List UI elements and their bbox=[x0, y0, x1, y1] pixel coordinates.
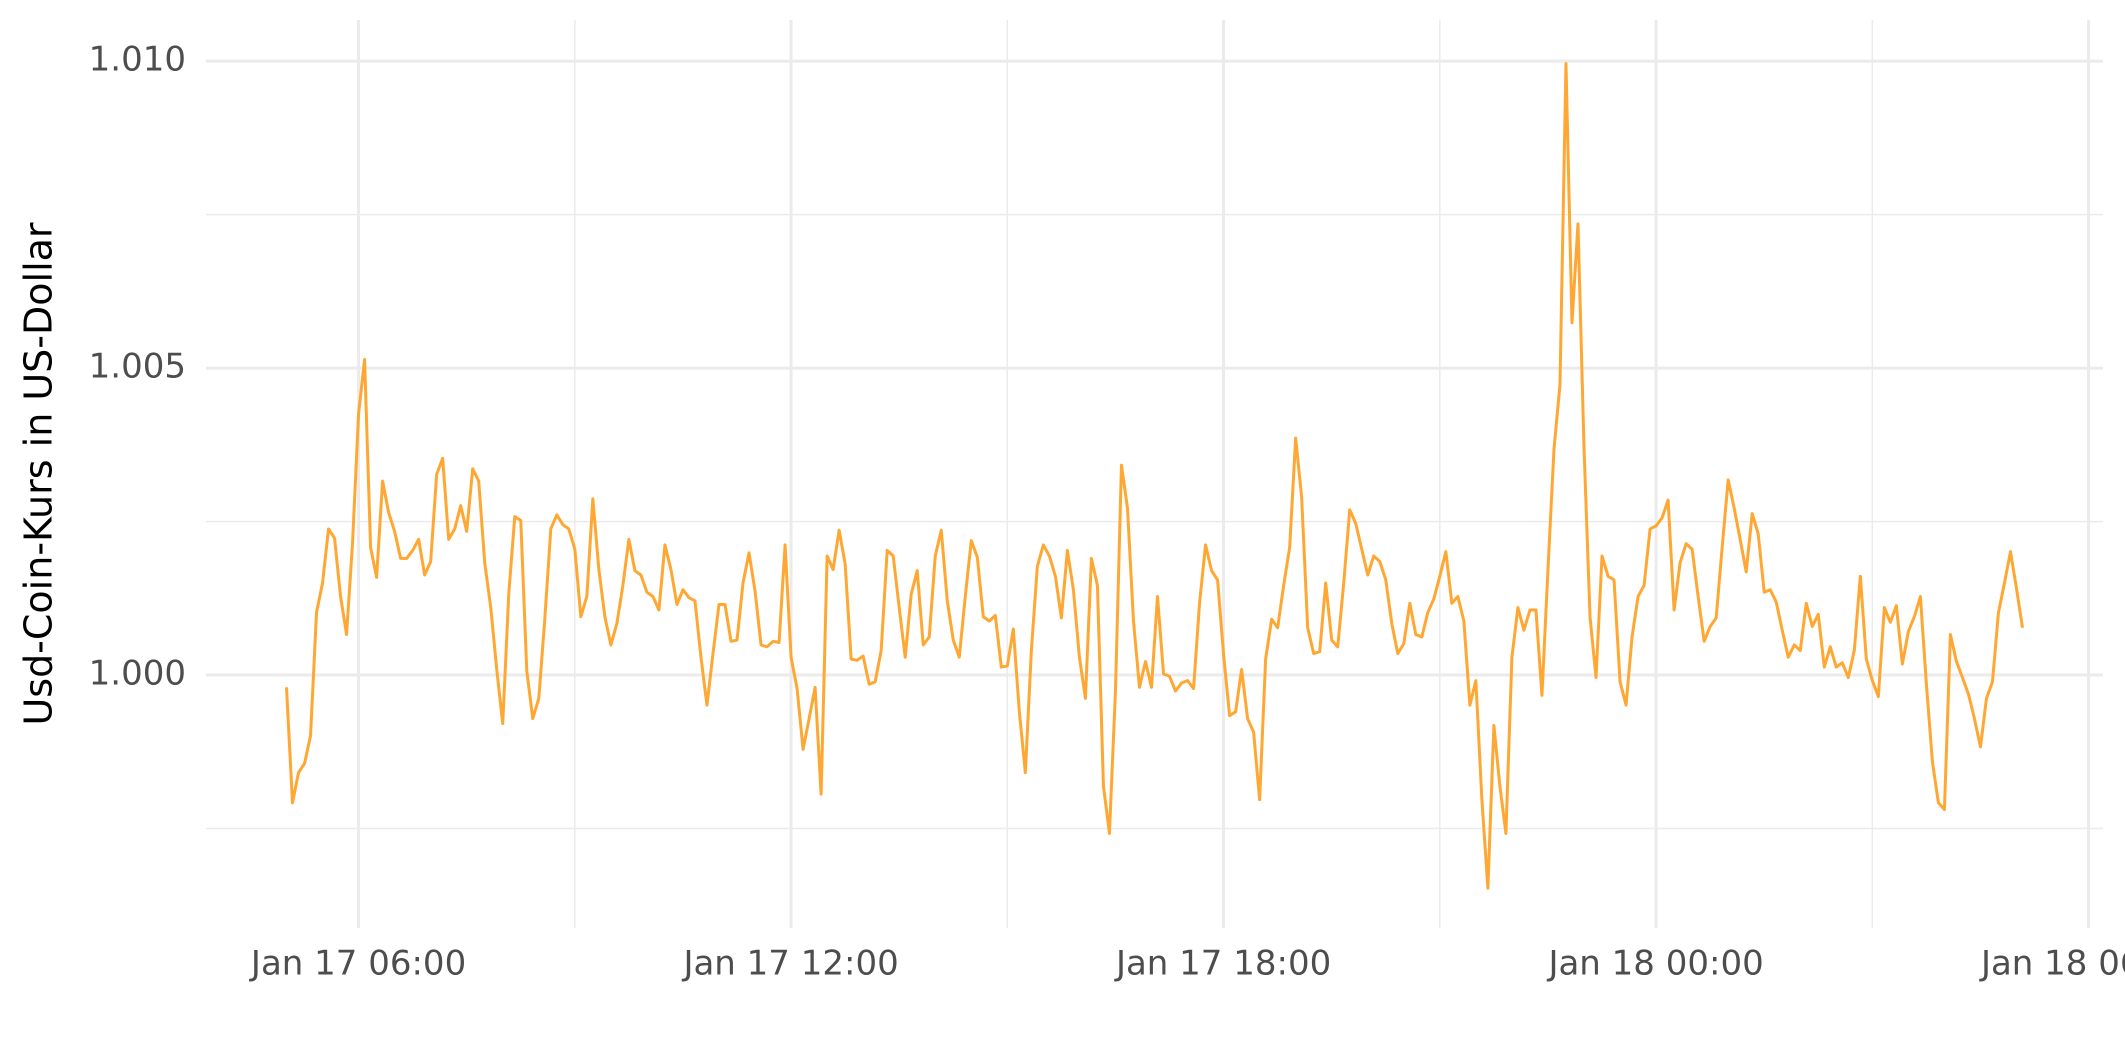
y-axis-title: Usd-Coin-Kurs in US-Dollar bbox=[17, 222, 61, 725]
plot bbox=[284, 62, 2024, 890]
x-tick-label: Jan 18 00:00 bbox=[1546, 944, 1763, 984]
x-tick-label: Jan 18 06:00 bbox=[1979, 944, 2125, 984]
x-tick-label: Jan 17 18:00 bbox=[1114, 944, 1331, 984]
y-tick-label: 1.000 bbox=[89, 654, 186, 694]
x-tick-label: Jan 17 12:00 bbox=[681, 944, 898, 984]
grid bbox=[206, 20, 2103, 928]
line-series bbox=[284, 62, 2024, 890]
y-tick-label: 1.005 bbox=[89, 347, 186, 387]
y-tick-label: 1.010 bbox=[89, 40, 186, 80]
x-tick-label: Jan 17 06:00 bbox=[249, 944, 466, 984]
